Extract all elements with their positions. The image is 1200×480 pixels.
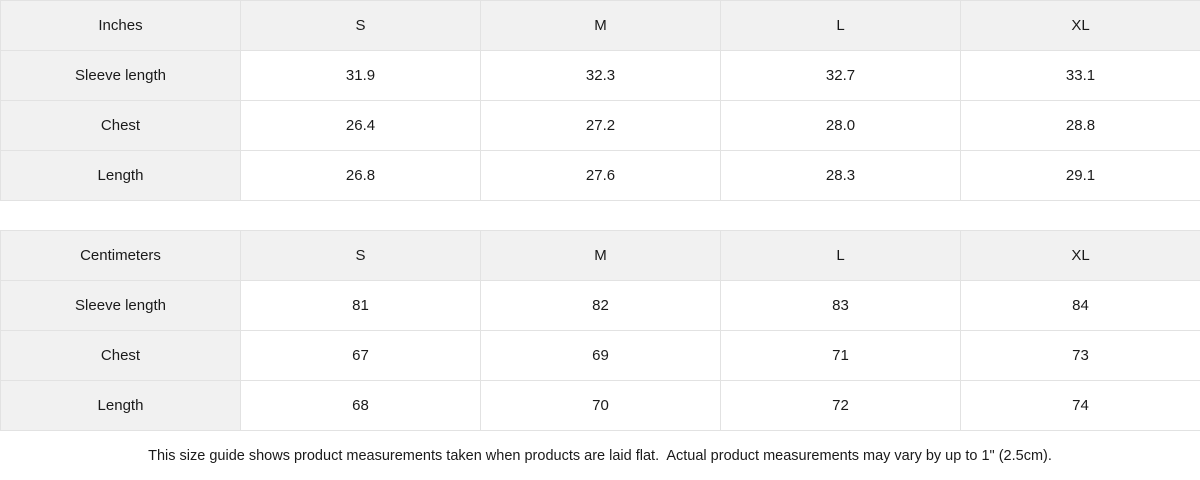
table-row: Length 68 70 72 74 <box>0 380 1200 432</box>
cell-length-xl: 29.1 <box>960 150 1200 201</box>
size-header-m: M <box>480 230 721 282</box>
table-header-row: Inches S M L XL <box>0 0 1200 51</box>
cell-chest-xl: 73 <box>960 330 1200 382</box>
inches-table-body: Sleeve length 31.9 32.3 32.7 33.1 Chest … <box>0 50 1200 201</box>
cell-sleeve-length-l: 32.7 <box>720 50 961 101</box>
cell-chest-l: 71 <box>720 330 961 382</box>
cell-length-s: 68 <box>240 380 481 432</box>
row-label-sleeve-length: Sleeve length <box>0 50 241 101</box>
cell-chest-xl: 28.8 <box>960 100 1200 151</box>
inches-table-header: Inches S M L XL <box>0 0 1200 51</box>
table-row: Chest 26.4 27.2 28.0 28.8 <box>0 100 1200 151</box>
centimeters-size-table: Centimeters S M L XL Sleeve length 81 82… <box>0 230 1200 432</box>
table-row: Length 26.8 27.6 28.3 29.1 <box>0 150 1200 201</box>
table-separator-gap <box>0 201 1200 231</box>
unit-label-centimeters: Centimeters <box>0 230 241 282</box>
cell-sleeve-length-l: 83 <box>720 280 961 332</box>
cell-sleeve-length-m: 82 <box>480 280 721 332</box>
size-guide-footer-note: This size guide shows product measuremen… <box>0 431 1200 480</box>
cell-chest-s: 67 <box>240 330 481 382</box>
unit-label-inches: Inches <box>0 0 241 51</box>
inches-size-table: Inches S M L XL Sleeve length 31.9 32.3 … <box>0 0 1200 201</box>
centimeters-table-body: Sleeve length 81 82 83 84 Chest 67 69 71… <box>0 280 1200 432</box>
size-header-l: L <box>720 230 961 282</box>
size-header-m: M <box>480 0 721 51</box>
cell-chest-l: 28.0 <box>720 100 961 151</box>
cell-chest-s: 26.4 <box>240 100 481 151</box>
cell-chest-m: 69 <box>480 330 721 382</box>
cell-sleeve-length-s: 31.9 <box>240 50 481 101</box>
cell-sleeve-length-m: 32.3 <box>480 50 721 101</box>
cell-length-l: 72 <box>720 380 961 432</box>
table-row: Sleeve length 31.9 32.3 32.7 33.1 <box>0 50 1200 101</box>
row-label-sleeve-length: Sleeve length <box>0 280 241 332</box>
cell-length-m: 70 <box>480 380 721 432</box>
cell-length-xl: 74 <box>960 380 1200 432</box>
cell-sleeve-length-xl: 84 <box>960 280 1200 332</box>
row-label-length: Length <box>0 380 241 432</box>
size-header-xl: XL <box>960 0 1200 51</box>
size-header-s: S <box>240 230 481 282</box>
size-header-s: S <box>240 0 481 51</box>
size-header-xl: XL <box>960 230 1200 282</box>
row-label-chest: Chest <box>0 330 241 382</box>
table-row: Chest 67 69 71 73 <box>0 330 1200 382</box>
cell-length-m: 27.6 <box>480 150 721 201</box>
table-row: Sleeve length 81 82 83 84 <box>0 280 1200 332</box>
size-header-l: L <box>720 0 961 51</box>
cell-chest-m: 27.2 <box>480 100 721 151</box>
cell-sleeve-length-xl: 33.1 <box>960 50 1200 101</box>
centimeters-table-header: Centimeters S M L XL <box>0 230 1200 282</box>
row-label-chest: Chest <box>0 100 241 151</box>
cell-length-l: 28.3 <box>720 150 961 201</box>
cell-length-s: 26.8 <box>240 150 481 201</box>
row-label-length: Length <box>0 150 241 201</box>
table-header-row: Centimeters S M L XL <box>0 230 1200 282</box>
cell-sleeve-length-s: 81 <box>240 280 481 332</box>
